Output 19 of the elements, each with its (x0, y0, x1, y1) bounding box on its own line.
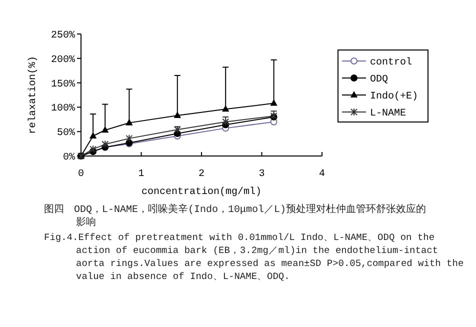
y-axis-title: relaxation(%) (27, 56, 39, 134)
y-tick-label: 200% (50, 54, 75, 66)
y-tick-label: 150% (50, 79, 75, 90)
legend-label: ODQ (370, 74, 388, 86)
legend-label: Indo(+E) (370, 90, 418, 102)
y-tick-label: 0% (62, 152, 75, 164)
text: 图四 ODQ，L-NAME，吲哚美辛(Indo，10μmol／L)预处理对杜仲血管环舒张效应的影响 (44, 203, 426, 229)
y-tick-label: 100% (50, 104, 75, 115)
x-tick-label: 1 (138, 169, 144, 180)
legend-label: control (370, 56, 412, 68)
x-tick-label: 3 (258, 169, 265, 180)
y-tick-label: 250% (50, 30, 75, 42)
legend-label: L-NAME (370, 108, 406, 120)
x-axis-title: concentration(mg/ml) (141, 186, 262, 198)
x-tick-label: 4 (318, 169, 326, 180)
caption: Fig.4.Effect of pretreatment with 0.01mmol/L Indo、L-NAME、ODQ on the action of eucommia bark (EB，3.2mg／ml)in the endothelium-intact aorta rings.Values are expressed as mean±SD P>0.05,compared with the value in absence of Indo、L-NAME、ODQ. (44, 232, 464, 282)
x-tick-label: 2 (198, 169, 205, 180)
x-tick-label: 0 (78, 169, 84, 180)
y-tick-label: 50% (56, 128, 75, 140)
